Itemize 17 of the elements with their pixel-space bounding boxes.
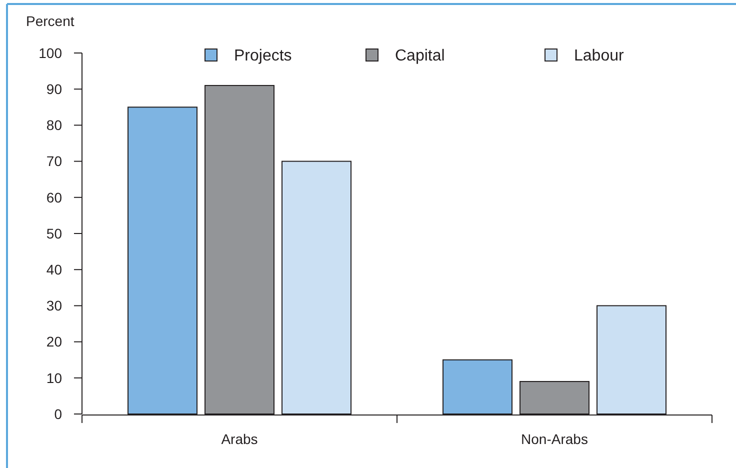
legend-label: Projects bbox=[234, 48, 292, 65]
y-axis-title: Percent bbox=[26, 13, 74, 29]
y-tick-label: 40 bbox=[46, 262, 62, 278]
y-tick-label: 0 bbox=[54, 406, 62, 422]
legend-label: Labour bbox=[574, 48, 624, 65]
y-tick-label: 80 bbox=[46, 117, 62, 134]
y-tick-label: 70 bbox=[46, 153, 62, 170]
legend-label: Capital bbox=[395, 48, 445, 65]
y-tick-label: 90 bbox=[46, 81, 62, 97]
y-tick-label: 30 bbox=[46, 298, 62, 314]
x-tick-label: Non-Arabs bbox=[521, 431, 588, 447]
y-tick-label: 100 bbox=[38, 44, 62, 61]
y-tick-label: 60 bbox=[46, 189, 62, 206]
y-tick-label: 20 bbox=[46, 334, 62, 350]
x-tick-label: Arabs bbox=[221, 431, 258, 447]
y-tick-label: 10 bbox=[46, 370, 62, 386]
y-tick-label: 50 bbox=[46, 225, 62, 242]
